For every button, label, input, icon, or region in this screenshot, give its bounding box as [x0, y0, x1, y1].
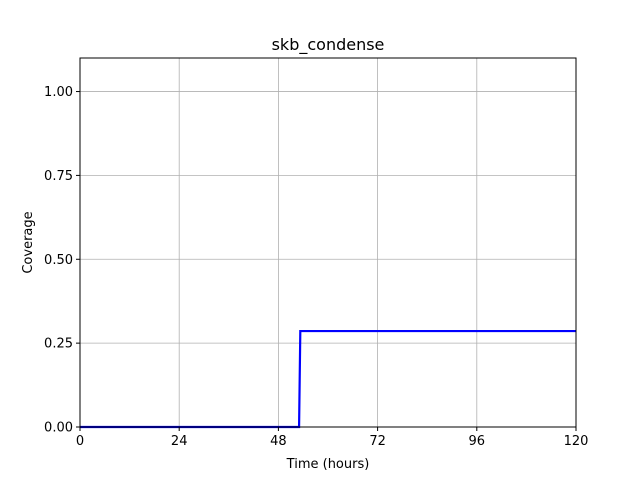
x-tick-label: 96	[469, 434, 486, 449]
x-tick-label: 72	[369, 434, 386, 449]
x-tick-label: 0	[76, 434, 84, 449]
y-tick-label: 0.50	[44, 253, 73, 268]
y-tick-label: 0.75	[44, 169, 73, 184]
y-tick-label: 0.25	[44, 337, 73, 352]
x-axis-label: Time (hours)	[286, 457, 370, 472]
y-axis: 0.00 0.25 0.50 0.75 1.00	[44, 85, 80, 436]
y-tick-label: 0.00	[44, 421, 73, 436]
plot-frame	[79, 57, 577, 428]
chart-title: skb_condense	[272, 35, 385, 55]
x-tick-label: 24	[171, 434, 188, 449]
x-tick-label: 120	[564, 434, 589, 449]
x-axis: 0 24 48 72 96 120	[76, 427, 589, 449]
y-tick-label: 1.00	[44, 85, 73, 100]
x-tick-label: 48	[270, 434, 287, 449]
y-axis-label: Coverage	[21, 211, 36, 273]
